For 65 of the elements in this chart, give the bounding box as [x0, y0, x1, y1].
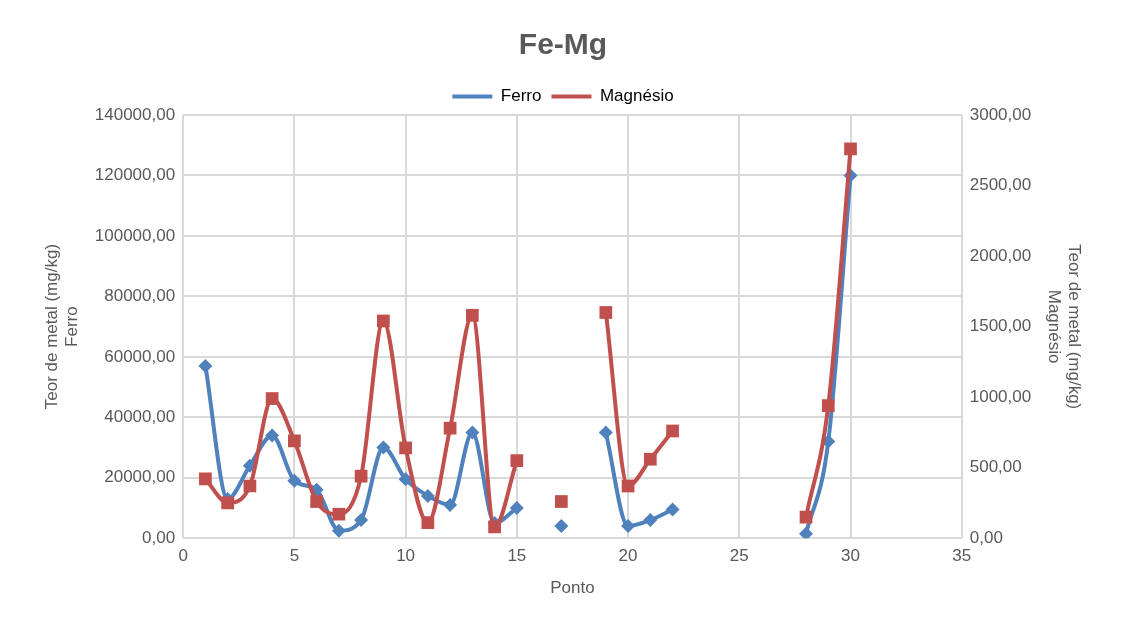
y2-tick-label: 0,00 — [969, 527, 1003, 547]
y2-tick-label: 2500,00 — [969, 175, 1032, 195]
y2-tick-label: 1000,00 — [969, 386, 1032, 406]
point — [643, 452, 657, 466]
x-tick-label: 5 — [289, 546, 300, 566]
point — [421, 516, 435, 530]
point — [666, 424, 679, 438]
point — [465, 425, 480, 440]
point — [443, 421, 457, 435]
point — [509, 500, 524, 515]
y-tick-label: 80000,00 — [104, 286, 176, 306]
point — [488, 520, 501, 534]
x-tick-label: 10 — [396, 546, 416, 566]
point — [399, 441, 412, 455]
chart-title: Fe-Mg — [518, 27, 608, 61]
x-tick-label: 35 — [952, 546, 972, 566]
y-axis-title: Teor de metal (mg/kg) Ferro — [41, 243, 82, 410]
x-tick-label: 15 — [507, 546, 527, 566]
legend-label: Ferro — [500, 86, 542, 106]
y-tick-label: 40000,00 — [104, 406, 176, 426]
y2-axis-title: Teor de metal (mg/kg) Magnésio — [1044, 243, 1085, 410]
x-tick-label: 30 — [841, 546, 860, 566]
point — [665, 502, 680, 517]
y2-tick-label: 3000,00 — [969, 104, 1032, 124]
y-tick-label: 140000,00 — [94, 104, 176, 124]
point — [844, 142, 857, 156]
point — [287, 473, 302, 488]
point — [288, 434, 301, 448]
x-tick-label: 25 — [729, 546, 749, 566]
point — [420, 488, 435, 503]
y-tick-label: 120000,00 — [94, 165, 176, 185]
point — [265, 392, 279, 405]
point — [354, 513, 369, 528]
y2-tick-label: 1500,00 — [969, 316, 1032, 336]
point — [265, 428, 280, 443]
y2-tick-label: 500,00 — [969, 457, 1022, 477]
point — [821, 399, 835, 412]
point — [398, 472, 413, 487]
y2-tick-label: 2000,00 — [969, 245, 1032, 265]
y-tick-label: 0,00 — [142, 527, 176, 547]
x-tick-label: 20 — [618, 546, 638, 566]
point — [621, 519, 636, 534]
point — [799, 526, 814, 539]
point — [331, 523, 346, 538]
point — [199, 472, 212, 486]
point — [377, 314, 390, 328]
point — [554, 495, 568, 508]
point — [198, 358, 213, 373]
point — [598, 425, 613, 440]
point — [554, 519, 569, 534]
y-tick-label: 100000,00 — [94, 225, 176, 245]
point — [332, 507, 346, 521]
y-tick-label: 60000,00 — [104, 346, 176, 366]
legend-label: Magnésio — [599, 86, 674, 106]
point — [221, 496, 235, 510]
point — [465, 308, 479, 322]
y-tick-label: 20000,00 — [104, 467, 176, 487]
point — [443, 497, 458, 512]
x-axis-title: Ponto — [550, 578, 595, 598]
point — [310, 495, 323, 508]
point — [510, 454, 524, 467]
point — [599, 306, 613, 319]
point — [643, 513, 658, 528]
x-tick-label: 0 — [178, 546, 188, 566]
point — [376, 440, 391, 455]
